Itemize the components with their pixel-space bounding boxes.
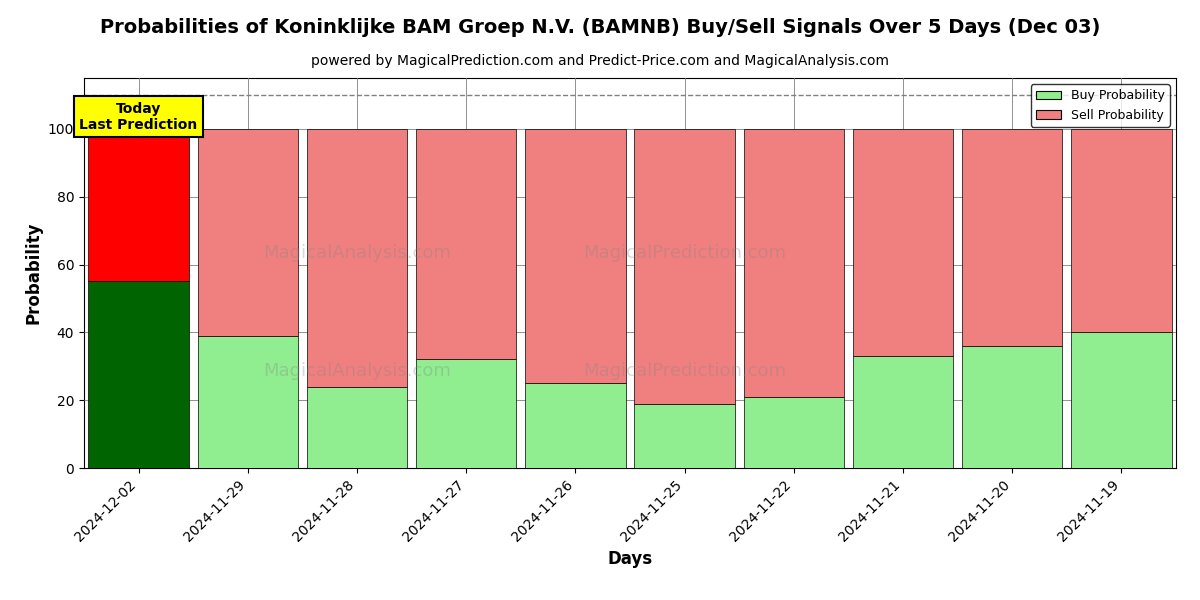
Bar xyxy=(744,129,844,397)
Bar xyxy=(416,359,516,468)
Text: MagicalPrediction.com: MagicalPrediction.com xyxy=(583,245,786,263)
Text: Today
Last Prediction: Today Last Prediction xyxy=(79,102,198,132)
Bar xyxy=(853,356,953,468)
Bar xyxy=(307,386,407,468)
Bar xyxy=(198,336,298,468)
Bar xyxy=(962,346,1062,468)
Bar xyxy=(1072,129,1171,332)
Bar xyxy=(962,129,1062,346)
Text: MagicalAnalysis.com: MagicalAnalysis.com xyxy=(263,361,451,380)
Bar xyxy=(635,129,734,404)
Bar xyxy=(89,281,188,468)
Text: MagicalPrediction.com: MagicalPrediction.com xyxy=(583,361,786,380)
X-axis label: Days: Days xyxy=(607,550,653,568)
Bar xyxy=(635,404,734,468)
Text: Probabilities of Koninklijke BAM Groep N.V. (BAMNB) Buy/Sell Signals Over 5 Days: Probabilities of Koninklijke BAM Groep N… xyxy=(100,18,1100,37)
Text: MagicalAnalysis.com: MagicalAnalysis.com xyxy=(263,245,451,263)
Bar xyxy=(526,383,625,468)
Bar xyxy=(526,129,625,383)
Bar xyxy=(853,129,953,356)
Y-axis label: Probability: Probability xyxy=(24,222,42,324)
Bar xyxy=(198,129,298,336)
Bar xyxy=(744,397,844,468)
Bar xyxy=(89,129,188,281)
Text: powered by MagicalPrediction.com and Predict-Price.com and MagicalAnalysis.com: powered by MagicalPrediction.com and Pre… xyxy=(311,54,889,68)
Bar xyxy=(307,129,407,386)
Bar xyxy=(416,129,516,359)
Bar xyxy=(1072,332,1171,468)
Legend: Buy Probability, Sell Probability: Buy Probability, Sell Probability xyxy=(1031,84,1170,127)
